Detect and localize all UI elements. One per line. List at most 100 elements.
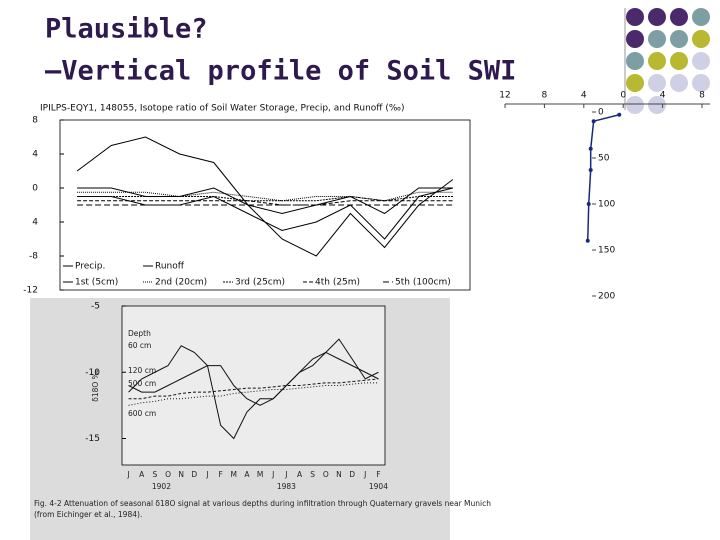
x-tick-label: J [363, 470, 366, 479]
dot [626, 52, 644, 70]
legend-label: Precip. [75, 262, 105, 272]
dot [670, 8, 688, 26]
y-tick-label: -8 [29, 252, 38, 262]
series-line [77, 187, 454, 240]
dot [692, 8, 710, 26]
legend-label: 2nd (20cm) [155, 278, 207, 288]
dot [626, 30, 644, 48]
x-tick-label: D [349, 470, 355, 479]
dot [648, 8, 666, 26]
dot [670, 30, 688, 48]
series-line [128, 338, 379, 440]
series-label: 120 cm [128, 366, 156, 375]
dot [626, 8, 644, 26]
x-tick-label: J [271, 470, 274, 479]
x-tick-label: J [126, 470, 129, 479]
chart-title: IPILPS-EQY1, 148055, Isotope ratio of So… [40, 104, 404, 114]
x-tick-label: M [231, 470, 237, 479]
series-label: 600 cm [128, 409, 156, 418]
y-tick-label: 4 [32, 150, 38, 160]
slide-subtitle: –Vertical profile of Soil SWI [45, 56, 516, 87]
x-tick-label: J [205, 470, 208, 479]
dot [648, 30, 666, 48]
legend-label: 1st (5cm) [75, 278, 118, 288]
series-line [77, 200, 453, 206]
series-line [77, 191, 453, 202]
profile-point [588, 146, 593, 151]
x-tick-label: N [336, 470, 342, 479]
y-tick-label: 4 [32, 218, 38, 228]
x-tick-label: F [218, 470, 222, 479]
legend-title: Depth [128, 329, 151, 338]
y-tick-label: 0 [598, 108, 604, 118]
x-tick-label: 8 [699, 91, 705, 101]
dot [626, 74, 644, 92]
profile-line [586, 114, 620, 241]
dot [648, 96, 666, 114]
legend-label: 3rd (25cm) [235, 278, 285, 288]
x-tick-label: N [178, 470, 184, 479]
dot [692, 52, 710, 70]
y-tick-label: -10 [85, 368, 100, 378]
x-tick-label: 4 [581, 91, 587, 101]
x-tick-label: A [297, 470, 303, 479]
caption: (from Eichinger et al., 1984). [34, 510, 142, 519]
series-line [128, 382, 379, 406]
y-tick-label: 150 [598, 246, 615, 256]
dot [692, 96, 710, 114]
dot [670, 74, 688, 92]
profile-point [585, 238, 590, 243]
y-tick-label: -12 [23, 286, 38, 296]
x-tick-label: S [152, 470, 157, 479]
x-tick-label: A [244, 470, 250, 479]
y-tick-label: 50 [598, 154, 610, 164]
x-tick-label: 4 [660, 91, 666, 101]
year-label: 1983 [277, 482, 296, 491]
decoration [626, 8, 710, 114]
dot [648, 52, 666, 70]
y-axis-label: δ18O ‰ [91, 369, 100, 401]
year-label: 1904 [369, 482, 388, 491]
dot [670, 96, 688, 114]
x-tick-label: M [257, 470, 263, 479]
x-tick-label: D [191, 470, 197, 479]
slide-title: Plausible? [45, 14, 208, 45]
series-line [77, 187, 453, 215]
y-tick-label: -15 [85, 434, 100, 444]
y-tick-label: 0 [32, 184, 38, 194]
legend-label: 5th (100cm) [395, 278, 451, 288]
x-tick-label: J [284, 470, 287, 479]
profile-point [588, 167, 593, 172]
dot [670, 52, 688, 70]
x-tick-label: S [310, 470, 315, 479]
series-line [128, 351, 379, 406]
legend-label: Runoff [155, 262, 185, 272]
x-tick-label: F [376, 470, 380, 479]
x-tick-label: 12 [499, 91, 510, 101]
dot [692, 74, 710, 92]
x-tick-label: O [323, 470, 329, 479]
year-label: 1902 [152, 482, 171, 491]
caption: Fig. 4-2 Attenuation of seasonal δ18O si… [34, 499, 491, 508]
x-tick-label: O [165, 470, 171, 479]
series-line [128, 378, 379, 400]
profile-point [617, 112, 622, 117]
plot-frame [121, 305, 386, 466]
series-line [76, 136, 454, 257]
dot [626, 96, 644, 114]
x-tick-label: A [139, 470, 145, 479]
dot [692, 30, 710, 48]
x-tick-label: 0 [620, 91, 626, 101]
x-tick-label: 8 [542, 91, 548, 101]
legend-label: 4th (25m) [315, 278, 360, 288]
profile-point [586, 202, 591, 206]
dot [648, 74, 666, 92]
y-tick-label: 200 [598, 292, 615, 302]
profile-point [591, 119, 596, 124]
y-tick-label: 8 [32, 116, 38, 126]
y-tick-label: -5 [91, 302, 100, 312]
series-label: 60 cm [128, 341, 151, 350]
series-label: 500 cm [128, 379, 156, 388]
y-tick-label: 100 [598, 200, 615, 210]
